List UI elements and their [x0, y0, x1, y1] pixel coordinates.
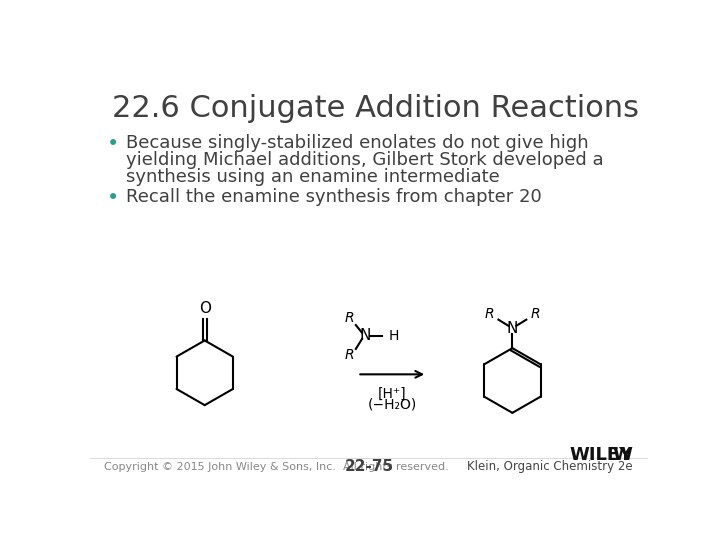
Text: Because singly-stabilized enolates do not give high: Because singly-stabilized enolates do no…: [126, 134, 588, 152]
Text: R: R: [531, 307, 541, 321]
Text: synthesis using an enamine intermediate: synthesis using an enamine intermediate: [126, 168, 500, 186]
Text: N: N: [507, 321, 518, 336]
Text: (−H₂O): (−H₂O): [368, 397, 417, 411]
Text: •: •: [107, 134, 120, 154]
Text: yielding Michael additions, Gilbert Stork developed a: yielding Michael additions, Gilbert Stor…: [126, 151, 603, 169]
Text: O: O: [199, 301, 211, 316]
Text: Copyright © 2015 John Wiley & Sons, Inc.  All rights reserved.: Copyright © 2015 John Wiley & Sons, Inc.…: [104, 462, 449, 472]
Text: Recall the enamine synthesis from chapter 20: Recall the enamine synthesis from chapte…: [126, 188, 541, 206]
Text: [H⁺]: [H⁺]: [378, 387, 407, 401]
Text: 22-75: 22-75: [344, 459, 394, 474]
Text: W: W: [613, 446, 632, 464]
Text: R: R: [345, 348, 354, 362]
Text: WILEY: WILEY: [570, 446, 632, 464]
Text: 22.6 Conjugate Addition Reactions: 22.6 Conjugate Addition Reactions: [112, 94, 639, 123]
Text: •: •: [107, 188, 120, 208]
Text: R: R: [345, 311, 354, 325]
Text: Klein, Organic Chemistry 2e: Klein, Organic Chemistry 2e: [467, 460, 632, 473]
Text: N: N: [359, 328, 371, 343]
Text: H: H: [388, 329, 399, 343]
Text: R: R: [485, 307, 494, 321]
